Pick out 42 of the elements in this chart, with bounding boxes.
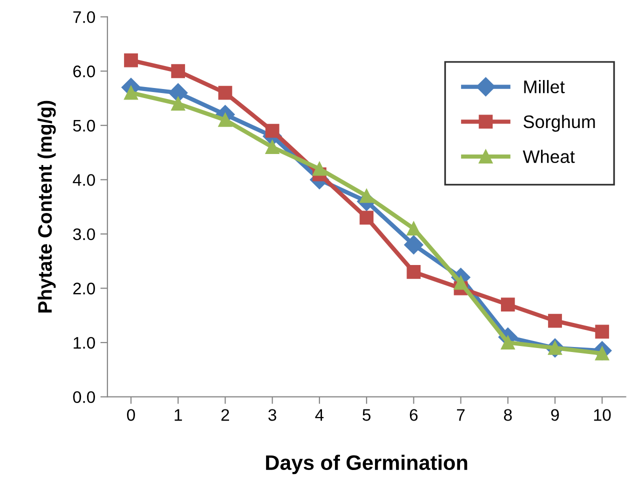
point (218, 113, 232, 127)
point (171, 96, 186, 111)
legend-label: Wheat (522, 150, 575, 164)
y-tick-label: 7.0 (73, 11, 95, 24)
point (312, 162, 326, 176)
y-tick-label: 4.0 (72, 174, 95, 186)
x-tick-label: 7 (457, 409, 465, 421)
point (218, 86, 232, 100)
x-tick-label: 3 (268, 409, 276, 421)
x-tick-label: 8 (504, 409, 512, 421)
x-tick-label: 1 (174, 409, 182, 421)
point (595, 324, 610, 339)
x-tick-label: 4 (315, 409, 324, 421)
y-tick-label: 1.0 (74, 336, 95, 349)
y-tick-label: 5.0 (73, 120, 95, 132)
point (360, 210, 374, 225)
point (454, 276, 468, 290)
point (265, 140, 280, 154)
point (500, 336, 515, 350)
point (171, 64, 186, 78)
y-tick-label: 2.0 (73, 282, 95, 294)
x-tick-label: 9 (551, 409, 559, 421)
point (406, 265, 421, 279)
x-axis-title: Days of Germination (266, 454, 468, 474)
legend-label: Millet (524, 80, 565, 94)
point (548, 314, 562, 328)
x-tick-label: 5 (362, 409, 370, 421)
x-tick-label: 10 (594, 409, 611, 421)
point (404, 235, 424, 254)
y-tick-label: 0.0 (73, 391, 95, 404)
y-axis-title: Phytate Content (mg/g) (38, 100, 56, 312)
legend-label: Sorghum (524, 114, 595, 132)
x-tick-label: 0 (127, 409, 135, 421)
x-tick-label: 6 (410, 409, 418, 421)
point (265, 124, 280, 138)
point (168, 83, 188, 102)
x-tick-label: 2 (221, 409, 230, 421)
point (406, 222, 421, 236)
point (124, 53, 138, 68)
point (500, 298, 515, 312)
y-tick-label: 3.0 (73, 228, 95, 240)
y-tick-label: 6.0 (73, 66, 95, 78)
